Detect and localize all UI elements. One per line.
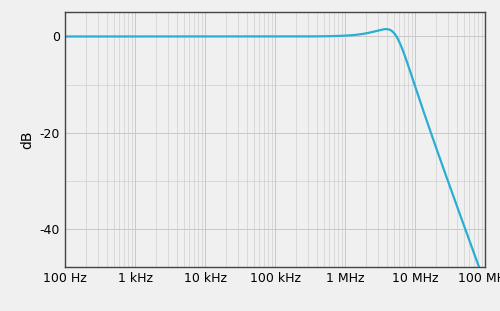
Y-axis label: dB: dB <box>20 131 34 149</box>
